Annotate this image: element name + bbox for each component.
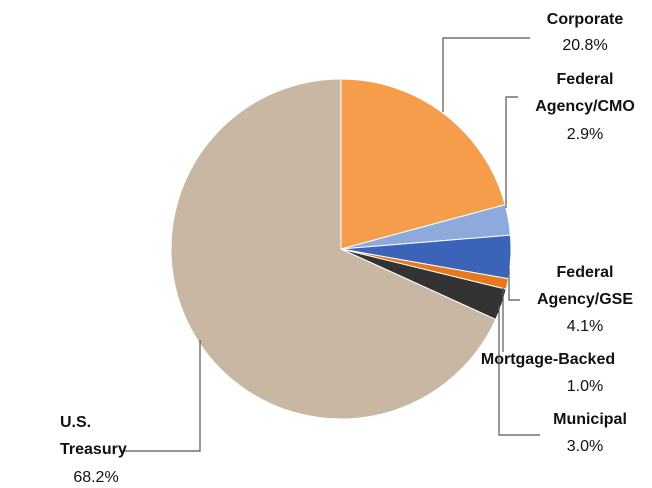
leader-line — [508, 268, 520, 301]
leader-line — [442, 37, 530, 112]
pie-slice — [340, 78, 506, 250]
leader-line — [498, 305, 540, 436]
slice-label: Federal Agency/CMO — [535, 71, 635, 115]
slice-label: U.S. Treasury — [60, 414, 127, 458]
slice-label: Corporate — [547, 11, 624, 28]
value-label: 20.8% — [562, 37, 607, 54]
leader-line — [505, 96, 518, 208]
label-line: Mortgage-Backed — [481, 351, 615, 368]
label-line: Municipal — [553, 411, 627, 428]
label-line: Agency/GSE — [537, 291, 633, 308]
slice-label: Municipal — [553, 411, 627, 428]
leader-line — [122, 340, 201, 452]
label-line: U.S. — [60, 414, 91, 431]
label-line: Federal — [557, 264, 614, 281]
label-line: Agency/CMO — [535, 98, 635, 115]
label-line: Treasury — [60, 441, 127, 458]
slice-label: Mortgage-Backed — [481, 351, 615, 368]
slice-label: Federal Agency/GSE — [537, 264, 633, 308]
label-line: Corporate — [547, 11, 624, 28]
value-label: 3.0% — [567, 438, 603, 455]
value-label: 68.2% — [73, 469, 118, 486]
value-label: 2.9% — [567, 126, 603, 143]
value-label: 4.1% — [567, 318, 603, 335]
label-line: Federal — [557, 71, 614, 88]
value-label: 1.0% — [567, 378, 603, 395]
pie-slice — [170, 78, 497, 420]
